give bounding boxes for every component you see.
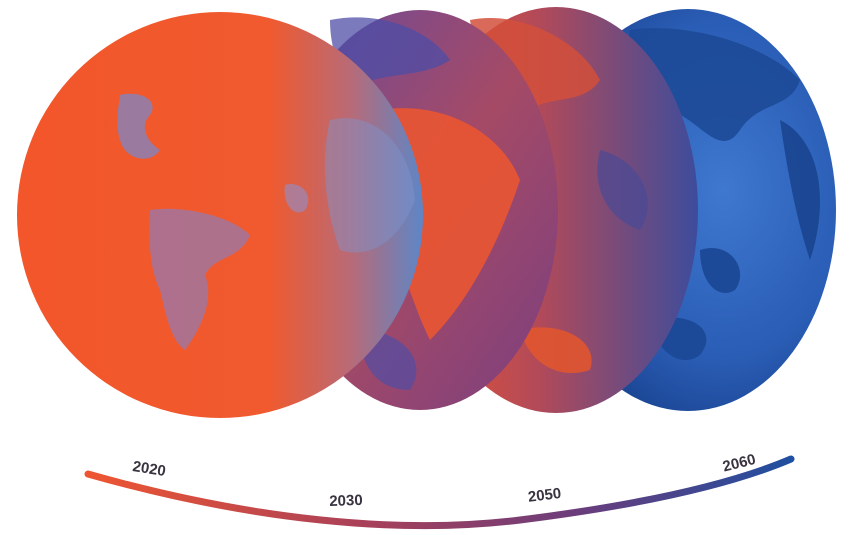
year-label-2030: 2030 <box>329 491 363 510</box>
timeline-arc <box>84 455 795 530</box>
globe-2020-icon <box>17 12 423 418</box>
